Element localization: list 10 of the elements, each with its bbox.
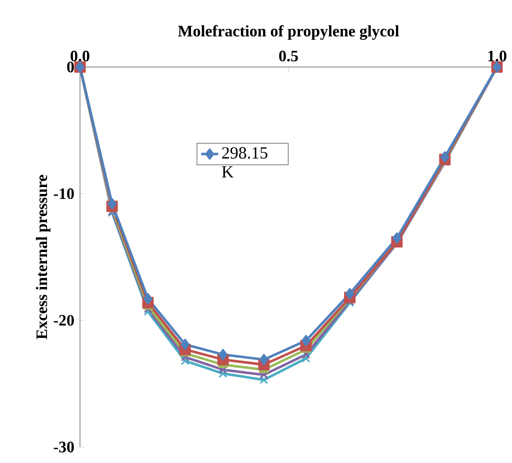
y-axis-title: Excess internal pressure [36, 174, 50, 340]
y-tick-label: -30 [54, 442, 74, 452]
x-tick-label: 0.5 [279, 50, 298, 62]
y-tick-label: -10 [54, 188, 74, 200]
x-tick-label: 1.0 [488, 50, 506, 62]
x-tick-label: 0.0 [70, 50, 90, 62]
y-tick-label: -20 [54, 314, 74, 326]
legend-label: 298.15 K [222, 147, 268, 178]
x-axis-title: Molefraction of propylene glycol [178, 25, 399, 40]
y-tick-label: 0 [67, 62, 74, 72]
